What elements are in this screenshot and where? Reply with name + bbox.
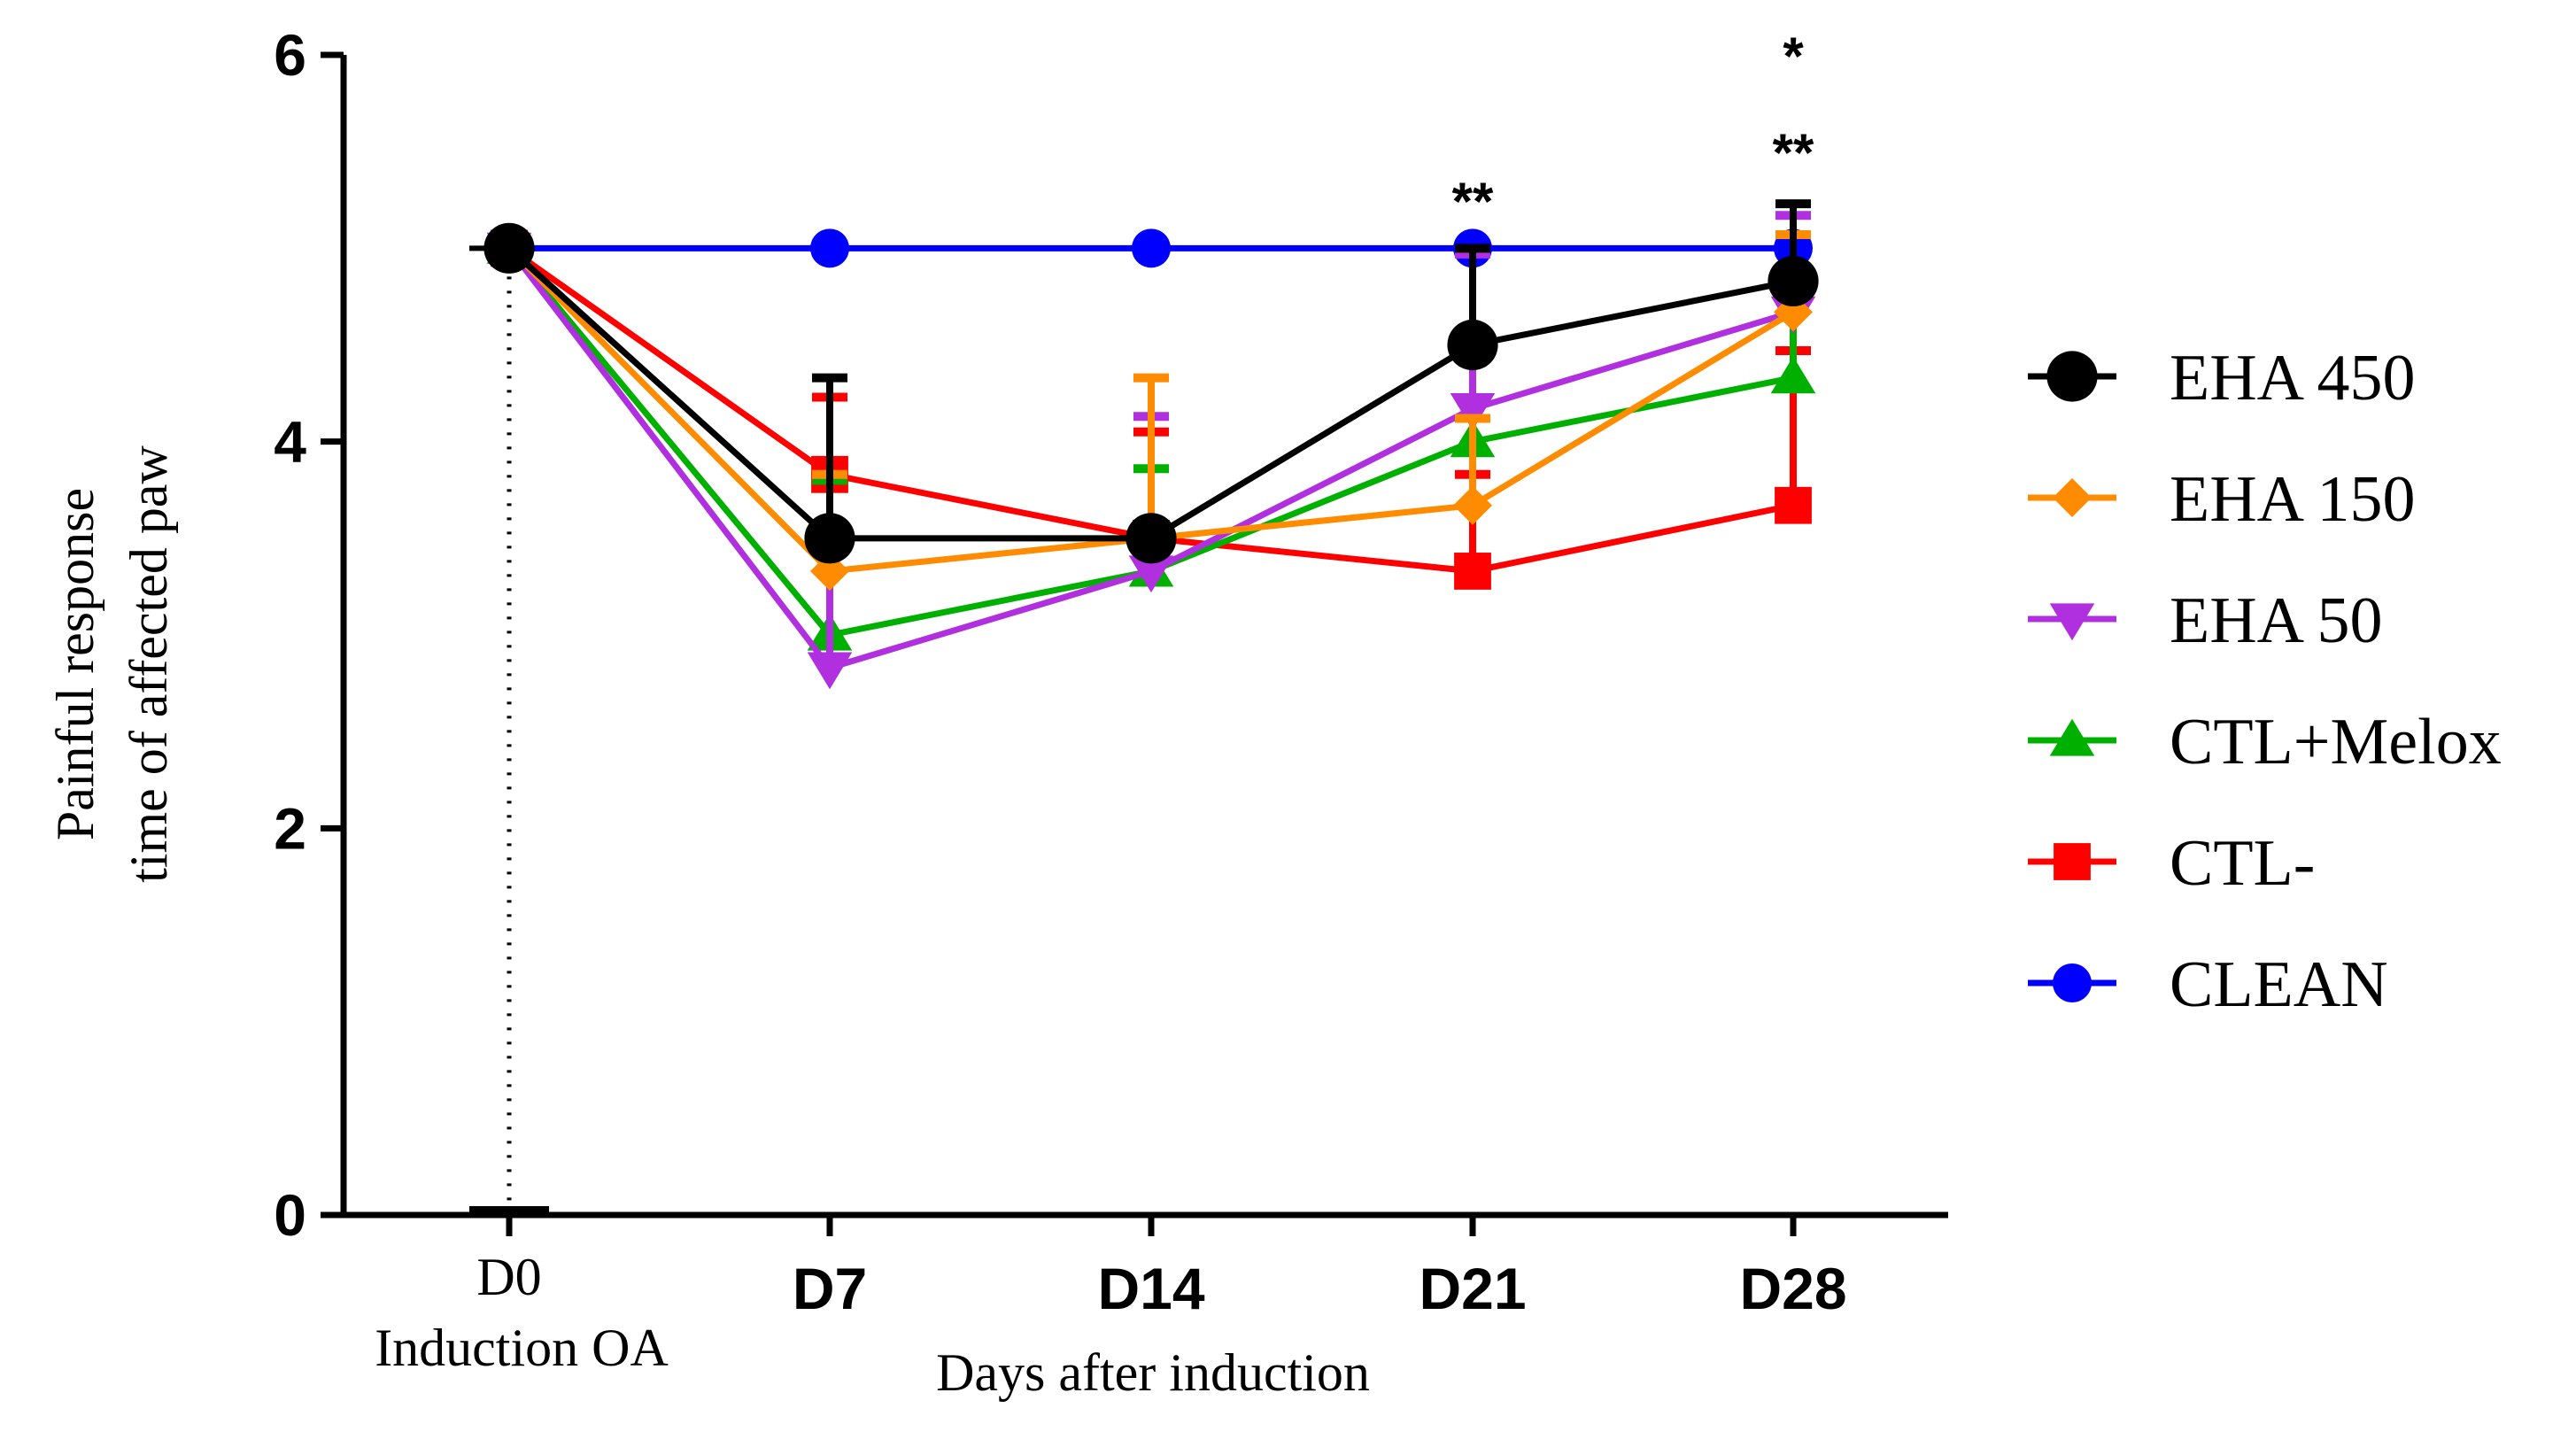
y-axis-title-line-2: time of affected paw xyxy=(120,445,178,883)
legend-item: EHA 50 xyxy=(2028,584,2383,657)
legend-label: CTL- xyxy=(2170,827,2315,900)
series-clean xyxy=(490,228,1813,268)
y-tick-label: 4 xyxy=(274,409,306,475)
legend-marker xyxy=(2053,963,2092,1002)
significance-annotations: ***** xyxy=(1452,27,1814,231)
legend-item: CLEAN xyxy=(2028,948,2388,1021)
legend-item: CTL- xyxy=(2028,827,2315,900)
data-point xyxy=(1454,553,1491,590)
data-point xyxy=(1128,555,1174,593)
data-point xyxy=(807,652,853,690)
legend-item: EHA 450 xyxy=(2028,342,2416,414)
x-tick-label: D14 xyxy=(1097,1256,1204,1321)
legend-marker xyxy=(2053,478,2092,517)
y-tick-label: 0 xyxy=(274,1182,306,1248)
significance-marker: * xyxy=(1783,27,1804,86)
y-axis-title: Painful response time of affected paw xyxy=(46,445,178,883)
x-axis-title: Days after induction xyxy=(936,1343,1370,1402)
legend-marker xyxy=(2049,718,2095,756)
significance-marker: ** xyxy=(1773,123,1814,182)
legend-item: EHA 150 xyxy=(2028,463,2416,536)
legend-label: EHA 450 xyxy=(2170,342,2416,414)
data-point xyxy=(1770,356,1816,394)
data-point xyxy=(483,222,535,274)
data-point xyxy=(1132,228,1171,268)
x-tick-label: D28 xyxy=(1739,1256,1846,1321)
series-group xyxy=(483,199,1819,690)
x-tick-sublabel: Induction OA xyxy=(375,1319,669,1377)
data-point xyxy=(1447,319,1498,371)
data-point xyxy=(1450,392,1496,430)
x-tick-label: D7 xyxy=(793,1256,867,1321)
data-point xyxy=(1768,255,1819,307)
d0-guide xyxy=(469,245,549,1217)
x-tick-label: D0 xyxy=(476,1248,541,1306)
legend-label: CTL+Melox xyxy=(2170,706,2502,778)
data-point xyxy=(810,228,849,268)
legend-item: CTL+Melox xyxy=(2028,706,2502,778)
legend-marker xyxy=(2049,603,2095,641)
data-point xyxy=(804,513,855,564)
legend-label: EHA 50 xyxy=(2170,584,2383,657)
y-tick-label: 2 xyxy=(274,795,306,861)
legend: EHA 450 EHA 150 EHA 50 CTL+Melox CTL- CLEAN xyxy=(2028,342,2502,1021)
data-point xyxy=(1126,513,1177,564)
legend-label: EHA 150 xyxy=(2170,463,2416,536)
data-point xyxy=(1453,485,1492,525)
series-eha-450 xyxy=(483,199,1819,564)
y-tick-label: 6 xyxy=(274,22,306,88)
legend-label: CLEAN xyxy=(2170,948,2388,1021)
axes: 0 2 4 6 D0 Induction OA D7 D14 D21 D28 xyxy=(274,22,1948,1377)
data-point xyxy=(1775,486,1812,524)
y-axis-title-line-1: Painful response xyxy=(46,488,104,840)
x-tick-label: D21 xyxy=(1419,1256,1526,1321)
legend-marker xyxy=(2054,843,2091,880)
significance-marker: ** xyxy=(1452,172,1494,231)
legend-marker xyxy=(2046,351,2098,402)
